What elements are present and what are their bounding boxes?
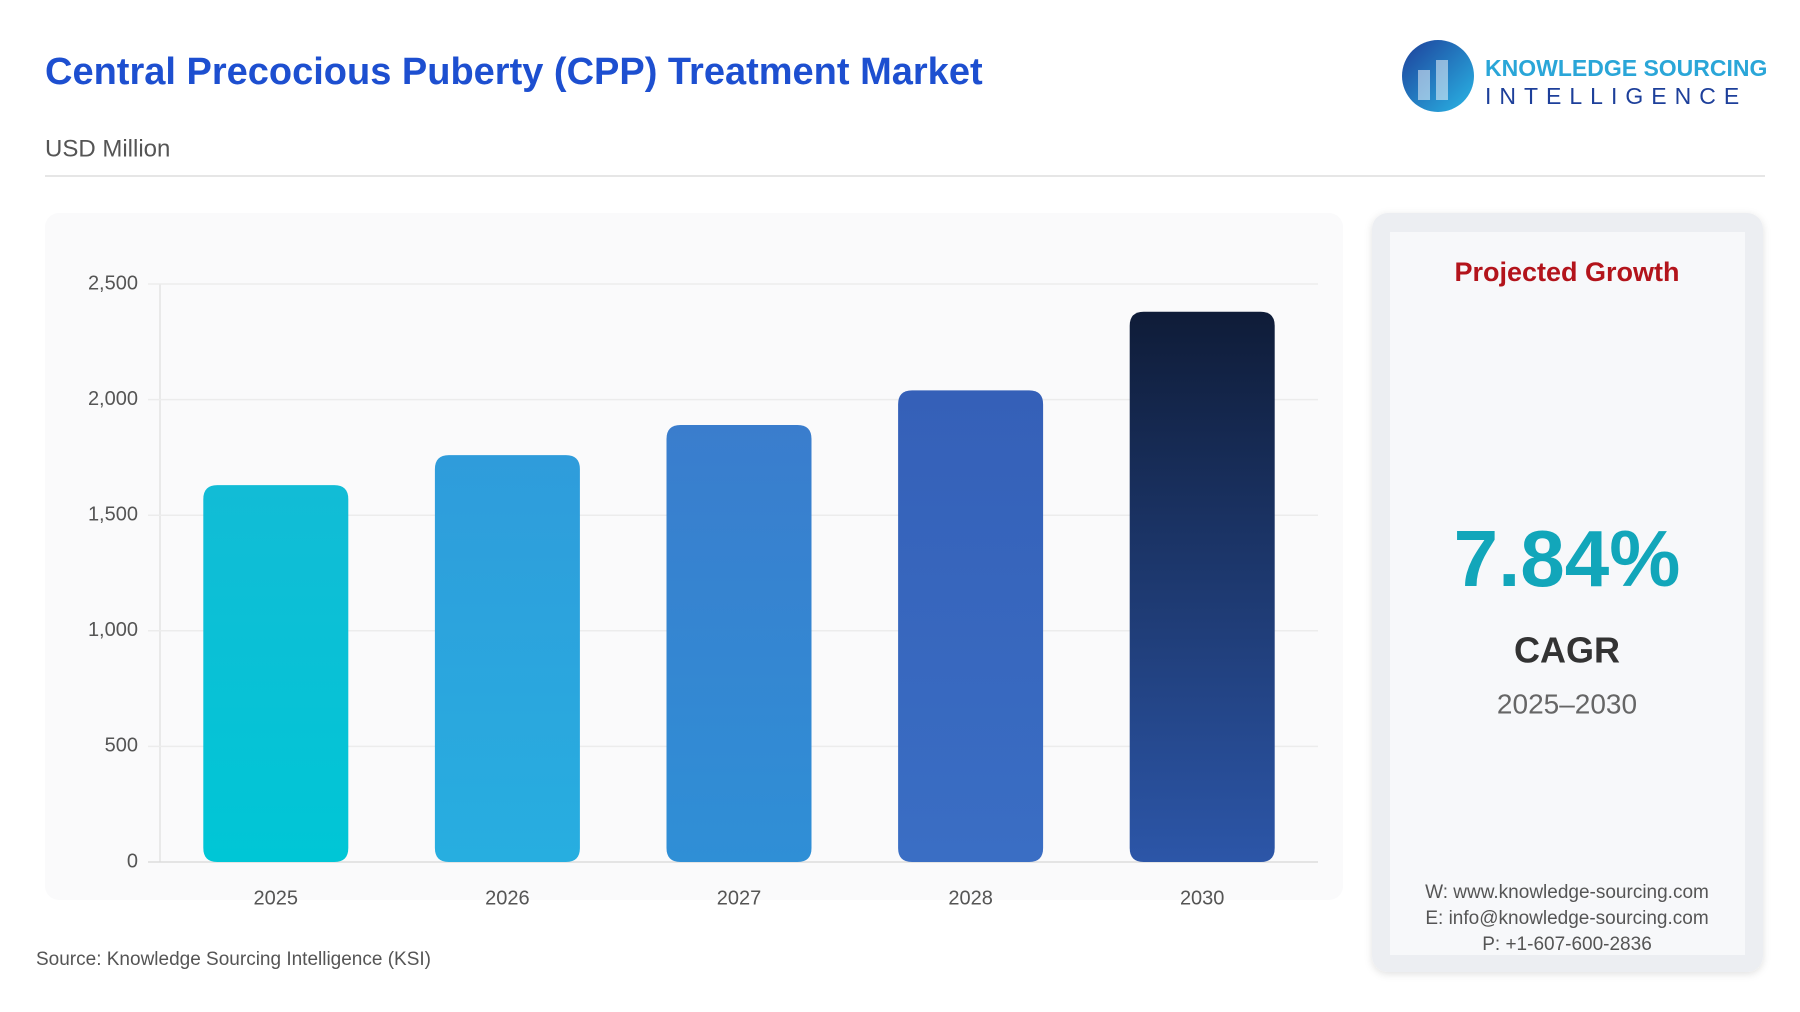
bar: [203, 485, 349, 862]
title: Central Precocious Puberty (CPP) Treatme…: [45, 51, 983, 93]
logo-line1: KNOWLEDGE SOURCING: [1485, 55, 1767, 81]
y-tick-label: 2,000: [88, 388, 138, 410]
panel-heading: Projected Growth: [1454, 257, 1679, 287]
logo: KNOWLEDGE SOURCING INTELLIGENCE: [1402, 40, 1767, 112]
bar: [434, 455, 580, 862]
y-tick-label: 1,500: [88, 503, 138, 525]
contact-web: W: www.knowledge-sourcing.com: [1425, 882, 1709, 903]
x-tick-label: 2027: [717, 887, 762, 909]
y-tick-label: 2,500: [88, 272, 138, 294]
y-tick-label: 0: [127, 850, 138, 872]
cagr-value: 7.84%: [1454, 514, 1681, 603]
x-tick-label: 2025: [254, 887, 299, 909]
logo-bars: [1418, 60, 1448, 100]
logo-line2: INTELLIGENCE: [1485, 83, 1747, 109]
y-tick-label: 500: [105, 735, 138, 757]
bar: [666, 425, 812, 862]
plot: 0 500 1,000 1,500 2,000 2,500 2025 2026 2027 2028…: [88, 272, 1318, 909]
contact-email: E: info@knowledge-sourcing.com: [1425, 908, 1708, 929]
y-tick-label: 1,000: [88, 619, 138, 641]
subtitle: USD Million: [45, 135, 170, 162]
contact-phone: P: +1-607-600-2836: [1482, 934, 1652, 955]
x-tick-label: 2026: [485, 887, 530, 909]
bar: [1129, 311, 1275, 862]
x-tick-label: 2030: [1180, 887, 1225, 909]
bar: [898, 390, 1044, 862]
cagr-period: 2025–2030: [1497, 688, 1637, 719]
cagr-label: CAGR: [1514, 630, 1620, 671]
x-tick-label: 2028: [948, 887, 993, 909]
source: Source: Knowledge Sourcing Intelligence …: [36, 949, 431, 970]
side-inner: [1390, 232, 1745, 955]
